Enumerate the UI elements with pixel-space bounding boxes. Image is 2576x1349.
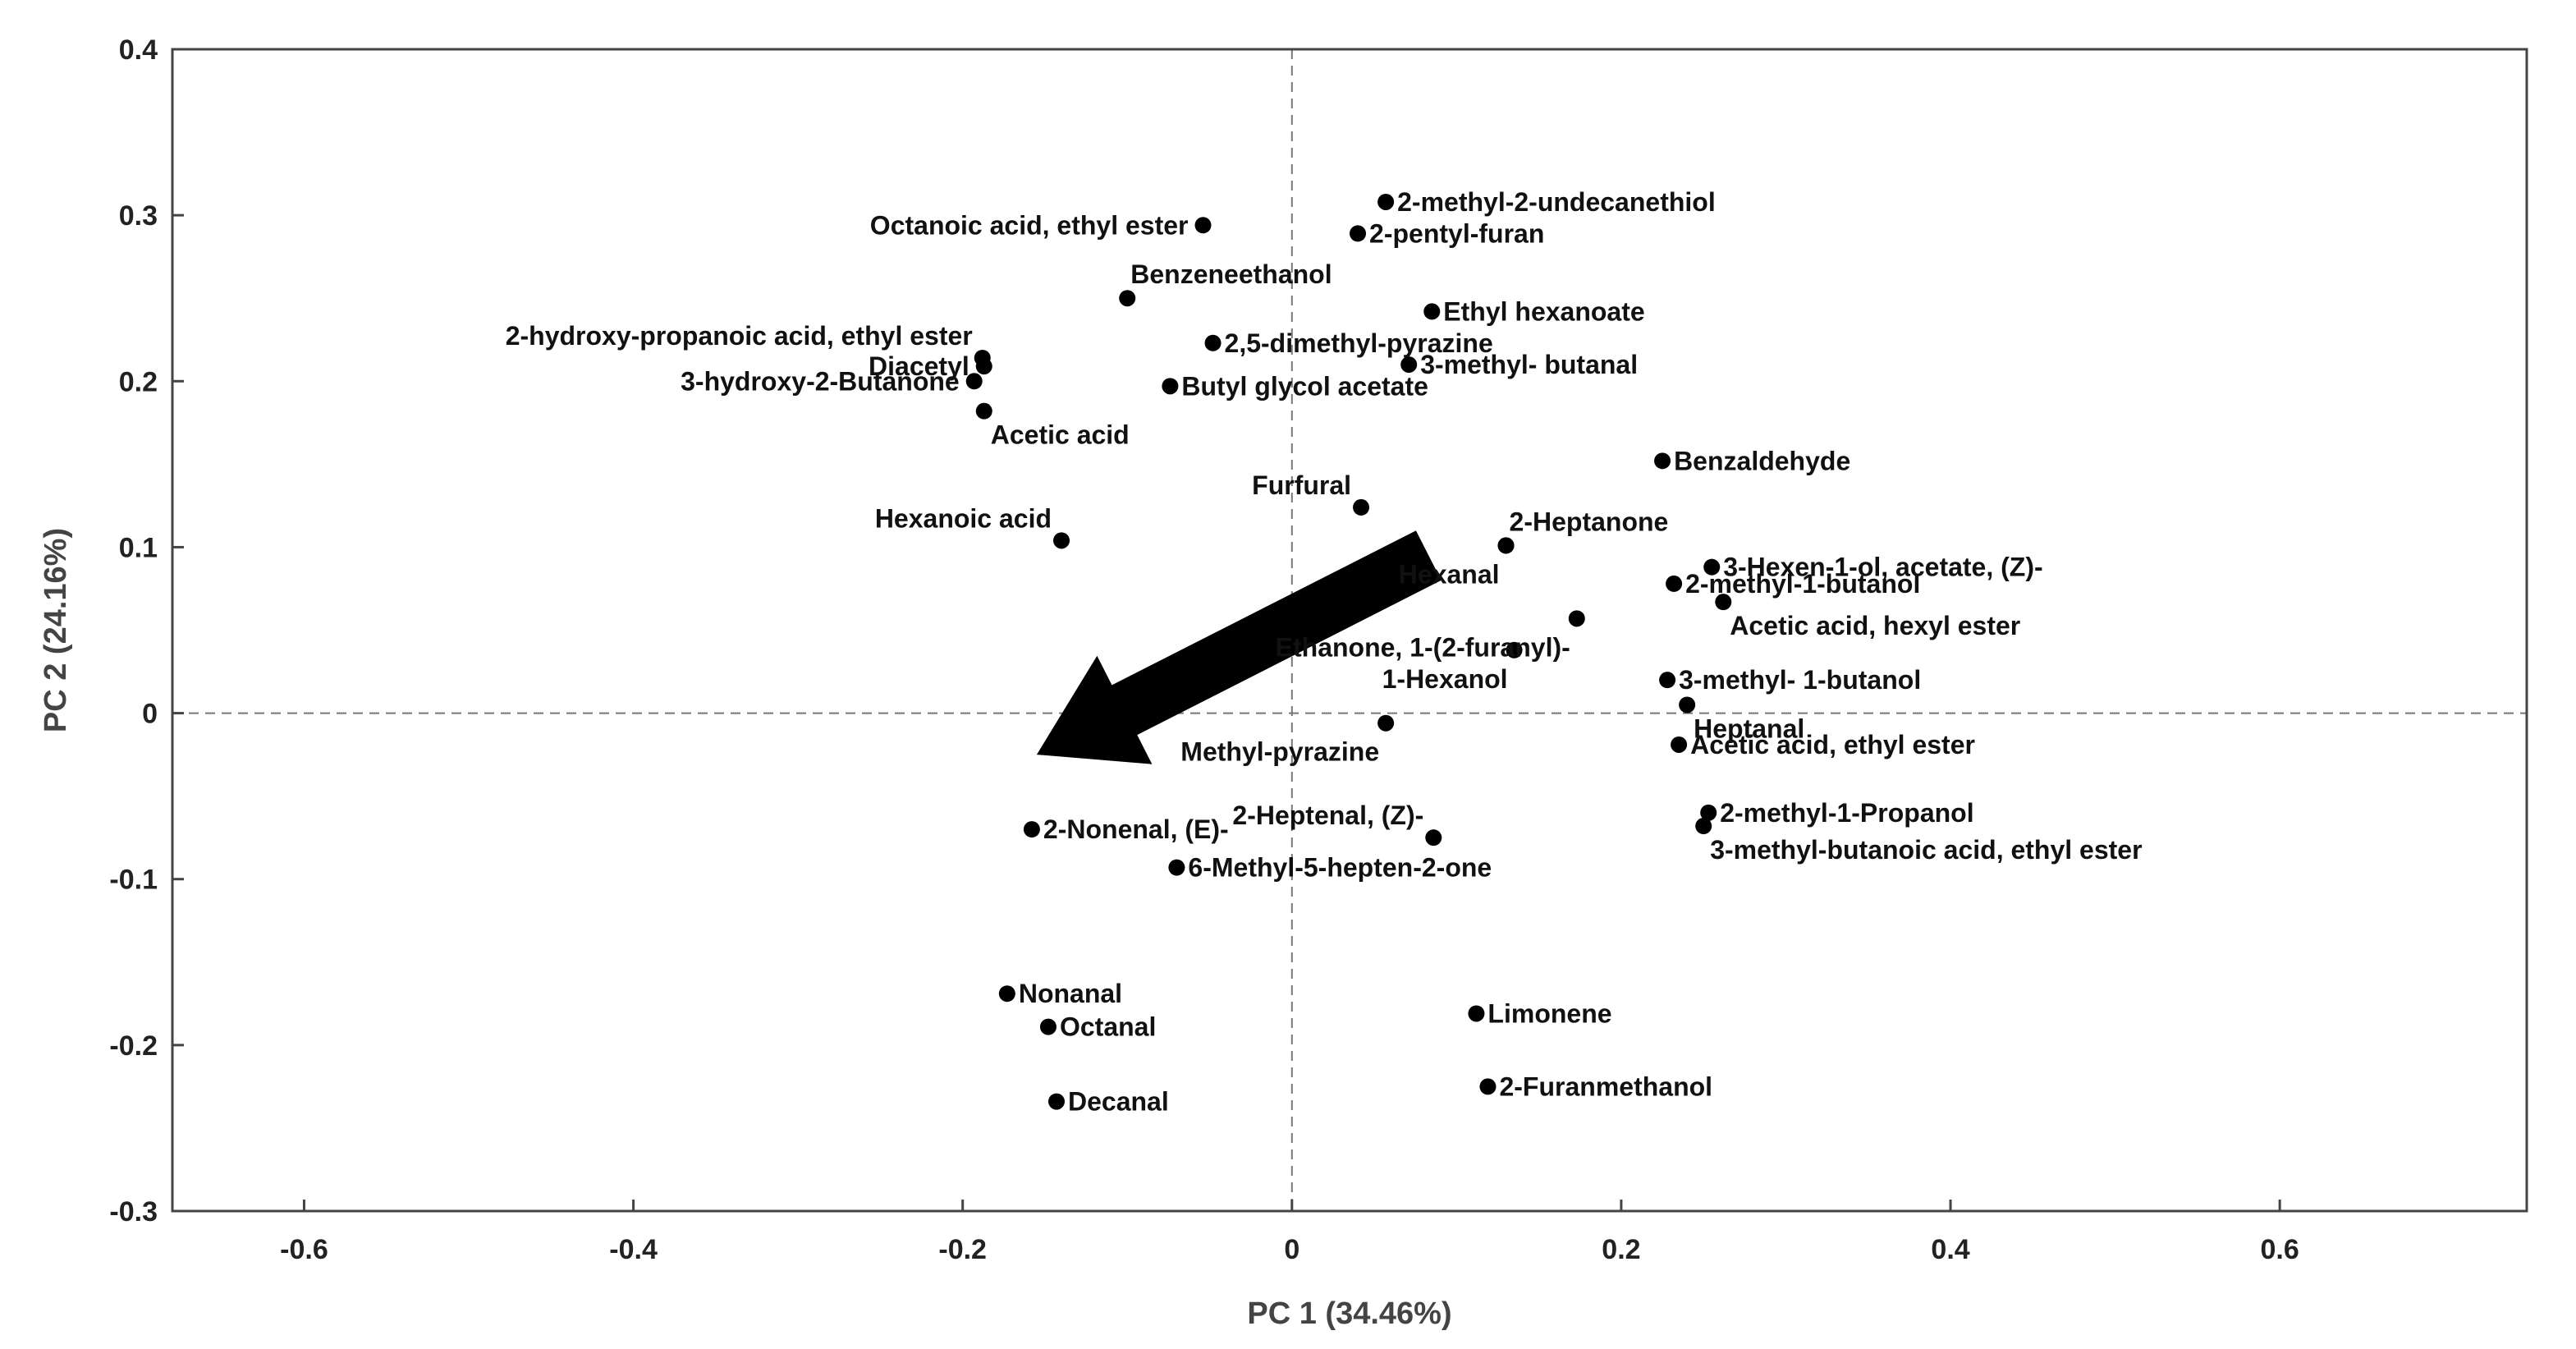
data-point: [1168, 859, 1185, 876]
data-points: [965, 193, 1732, 1110]
point-label: 3-methyl- butanal: [1420, 350, 1638, 379]
plot-frame: [171, 48, 2528, 1213]
point-label: Benzeneethanol: [1130, 259, 1332, 289]
data-point: [1194, 217, 1212, 234]
x-tick-label: -0.4: [609, 1234, 658, 1265]
point-label: Furfural: [1252, 470, 1351, 500]
point-label: 2-Nonenal, (E)-: [1043, 814, 1229, 844]
point-label: Hexanoic acid: [875, 503, 1052, 533]
y-tick-label: 0: [142, 699, 158, 730]
data-point: [1666, 575, 1683, 592]
data-point: [1039, 1018, 1057, 1035]
point-label: 2-methyl-1-butanol: [1685, 569, 1920, 599]
data-point: [975, 358, 992, 375]
data-point: [1119, 290, 1136, 307]
data-point: [1048, 1093, 1066, 1110]
data-point: [1023, 821, 1040, 838]
point-label: Methyl-pyrazine: [1180, 737, 1379, 767]
y-tick-label: 0.3: [119, 200, 158, 232]
x-axis-ticks: -0.6 -0.4 -0.2 0 0.2 0.4 0.6: [280, 1200, 2299, 1265]
point-label: 3-Hexen-1-ol, acetate, (Z)-: [1723, 553, 2042, 582]
data-point: [1053, 532, 1070, 549]
point-label: Octanoic acid, ethyl ester: [870, 210, 1189, 240]
data-point: [1695, 818, 1712, 835]
point-label: Hexanal: [1399, 559, 1500, 589]
data-point: [1468, 1005, 1485, 1022]
point-label: Octanal: [1060, 1012, 1156, 1042]
data-point: [1479, 1078, 1497, 1095]
data-point: [1377, 714, 1395, 732]
point-label: Acetic acid, hexyl ester: [1730, 611, 2020, 640]
point-label: Benzaldehyde: [1674, 446, 1850, 475]
point-label: 3-methyl-butanoic acid, ethyl ester: [1710, 835, 2142, 865]
data-point: [1204, 334, 1222, 351]
x-tick-label: -0.6: [280, 1234, 328, 1265]
point-label: Acetic acid, ethyl ester: [1690, 730, 1975, 759]
data-point: [1377, 193, 1395, 210]
data-point: [975, 402, 992, 420]
point-labels: Octanoic acid, ethyl ester 2-methyl-2-und…: [506, 187, 2143, 1117]
data-point: [1425, 829, 1442, 847]
data-point: [1506, 641, 1523, 658]
y-axis-ticks: 0.4 0.3 0.2 0.1 0 -0.1 -0.2 -0.3: [109, 34, 184, 1227]
x-tick-label: 0.2: [1602, 1234, 1640, 1265]
point-label: 2-pentyl-furan: [1369, 218, 1544, 248]
point-label: 1-Hexanol: [1382, 664, 1508, 694]
data-point: [1400, 356, 1418, 374]
point-label: 3-methyl- 1-butanol: [1679, 665, 1921, 695]
x-tick-label: 0.6: [2261, 1234, 2299, 1265]
point-label: 2-methyl-2-undecanethiol: [1397, 187, 1716, 217]
data-point: [998, 985, 1015, 1003]
y-tick-label: 0.1: [119, 532, 158, 563]
point-label: 2,5-dimethyl-pyrazine: [1225, 328, 1493, 358]
point-label: Ethyl hexanoate: [1443, 296, 1644, 326]
point-label: 2-methyl-1-Propanol: [1720, 798, 1973, 828]
x-tick-label: -0.2: [938, 1234, 987, 1265]
x-axis-title: PC 1 (34.46%): [1247, 1296, 1451, 1331]
data-point: [1671, 736, 1688, 753]
data-point: [1353, 498, 1370, 516]
point-label: 2-Heptenal, (Z)-: [1232, 801, 1423, 830]
point-label: 2-hydroxy-propanoic acid, ethyl ester: [506, 321, 973, 351]
point-label: Ethanone, 1-(2-furanyl)-: [1276, 632, 1570, 662]
point-label: Diacetyl: [869, 351, 969, 381]
y-tick-label: -0.3: [109, 1196, 158, 1227]
point-label: Decanal: [1068, 1087, 1169, 1117]
point-label: 6-Methyl-5-hepten-2-one: [1188, 853, 1492, 883]
data-point: [965, 373, 983, 390]
data-point: [1497, 537, 1515, 554]
y-tick-label: 0.2: [119, 366, 158, 397]
data-point: [1715, 594, 1732, 611]
point-label: 2-Furanmethanol: [1499, 1071, 1712, 1101]
point-label: 3-hydroxy-2-Butanone: [681, 366, 960, 396]
direction-arrow: [1036, 530, 1442, 764]
point-label: Butyl glycol acetate: [1181, 371, 1428, 401]
y-axis-title: PC 2 (24.16%): [39, 528, 73, 732]
data-point: [1423, 303, 1441, 320]
point-label: Heptanal: [1694, 714, 1804, 743]
y-tick-label: -0.2: [109, 1030, 158, 1062]
data-point: [1679, 696, 1696, 714]
data-point: [1703, 558, 1721, 576]
point-label: Nonanal: [1019, 979, 1122, 1008]
point-label: Limonene: [1487, 998, 1611, 1028]
data-point: [1568, 610, 1585, 627]
data-point: [1659, 672, 1676, 689]
x-tick-label: 0: [1284, 1234, 1299, 1265]
data-point: [1350, 225, 1367, 242]
point-label: 2-Heptanone: [1510, 507, 1669, 536]
y-tick-label: 0.4: [119, 34, 158, 66]
x-tick-label: 0.4: [1931, 1234, 1969, 1265]
y-tick-label: -0.1: [109, 865, 158, 896]
data-point: [1700, 804, 1717, 821]
data-point: [1162, 378, 1179, 395]
data-point: [1654, 452, 1671, 470]
point-label: Acetic acid: [991, 420, 1130, 450]
arrow-shape: [1036, 530, 1442, 764]
